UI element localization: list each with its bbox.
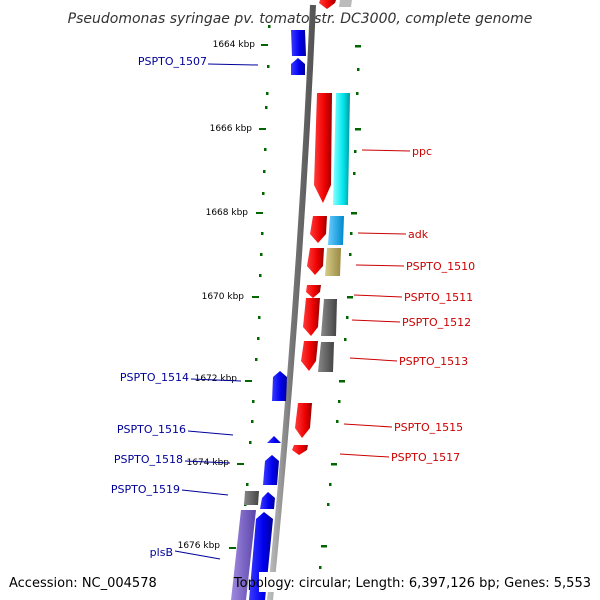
tick-label-1668: 1668 kbp bbox=[206, 208, 249, 218]
gene-top-red[interactable] bbox=[319, 0, 336, 9]
tick-label-1674: 1674 kbp bbox=[187, 458, 230, 468]
gene-ppc[interactable] bbox=[314, 93, 332, 203]
tick-dots-left bbox=[236, 25, 271, 589]
gene-label-pspto-1517[interactable]: PSPTO_1517 bbox=[391, 451, 460, 464]
reverse-strand-genes bbox=[231, 30, 306, 600]
tick-label-1676: 1676 kbp bbox=[178, 541, 221, 551]
tick-label-1664: 1664 kbp bbox=[213, 40, 256, 50]
tick-dots-right bbox=[319, 45, 361, 569]
left-gene-labels: PSPTO_1507 PSPTO_1514 PSPTO_1516 PSPTO_1… bbox=[111, 55, 207, 559]
genome-backbone bbox=[267, 4, 316, 600]
gene-pspto-1510[interactable] bbox=[307, 248, 324, 275]
footer-accession-bg bbox=[6, 572, 152, 592]
forward-strand-genes bbox=[292, 0, 352, 455]
gene-ppc-cog[interactable] bbox=[333, 93, 350, 205]
tick-label-1670: 1670 kbp bbox=[202, 292, 245, 302]
gene-label-pspto-1519[interactable]: PSPTO_1519 bbox=[111, 483, 180, 496]
gene-pspto-1510-cog[interactable] bbox=[325, 248, 341, 276]
gene-top-gray[interactable] bbox=[339, 0, 352, 7]
gene-label-pspto-1510[interactable]: PSPTO_1510 bbox=[406, 260, 475, 273]
gene-pspto-1515[interactable] bbox=[295, 403, 312, 438]
gene-label-pspto-1514[interactable]: PSPTO_1514 bbox=[120, 371, 189, 384]
gene-pspto-1518[interactable] bbox=[263, 455, 279, 485]
footer-accession: Accession: NC_004578 bbox=[9, 576, 157, 591]
label-leaders bbox=[174, 63, 411, 560]
gene-pspto-1517[interactable] bbox=[292, 445, 308, 455]
gene-label-adk[interactable]: adk bbox=[408, 228, 429, 241]
gene-adk[interactable] bbox=[310, 216, 327, 243]
gene-pspto-1516[interactable] bbox=[267, 436, 281, 443]
map-title: Pseudomonas syringae pv. tomato str. DC3… bbox=[68, 11, 533, 27]
gene-label-ppc[interactable]: ppc bbox=[412, 145, 432, 158]
gene-label-pspto-1513[interactable]: PSPTO_1513 bbox=[399, 355, 468, 368]
gene-label-pspto-1511[interactable]: PSPTO_1511 bbox=[404, 291, 473, 304]
footer-summary: Topology: circular; Length: 6,397,126 bp… bbox=[233, 576, 591, 591]
gene-pspto-1511[interactable] bbox=[306, 285, 321, 298]
gene-pspto-1507-a[interactable] bbox=[291, 30, 306, 56]
gene-label-pspto-1518[interactable]: PSPTO_1518 bbox=[114, 453, 183, 466]
gene-label-pspto-1512[interactable]: PSPTO_1512 bbox=[402, 316, 471, 329]
gene-pspto-1519-a[interactable] bbox=[260, 492, 275, 509]
tick-label-1672: 1672 kbp bbox=[195, 374, 238, 384]
gene-pspto-1513-cog[interactable] bbox=[318, 342, 334, 372]
gene-label-pspto-1507[interactable]: PSPTO_1507 bbox=[138, 55, 207, 68]
gene-pspto-1512[interactable] bbox=[303, 298, 320, 336]
gene-label-pspto-1515[interactable]: PSPTO_1515 bbox=[394, 421, 463, 434]
gene-plsB[interactable] bbox=[231, 510, 256, 600]
gene-pspto-1513[interactable] bbox=[301, 341, 318, 371]
gene-pspto-1512-cog[interactable] bbox=[321, 299, 337, 336]
gene-adk-cog[interactable] bbox=[328, 216, 344, 245]
gene-pspto-1514[interactable] bbox=[272, 371, 287, 401]
tick-label-1666: 1666 kbp bbox=[210, 124, 253, 134]
kbp-ticks: 1664 kbp 1666 kbp 1668 kbp 1670 kbp 1672… bbox=[178, 40, 268, 551]
gene-pspto-1507[interactable] bbox=[291, 58, 305, 75]
gene-label-plsB[interactable]: plsB bbox=[150, 546, 173, 559]
right-gene-labels: ppc adk PSPTO_1510 PSPTO_1511 PSPTO_1512… bbox=[391, 145, 475, 464]
footer-summary-bg bbox=[259, 572, 595, 592]
gene-pspto-1519[interactable] bbox=[244, 491, 259, 505]
gene-label-pspto-1516[interactable]: PSPTO_1516 bbox=[117, 423, 186, 436]
